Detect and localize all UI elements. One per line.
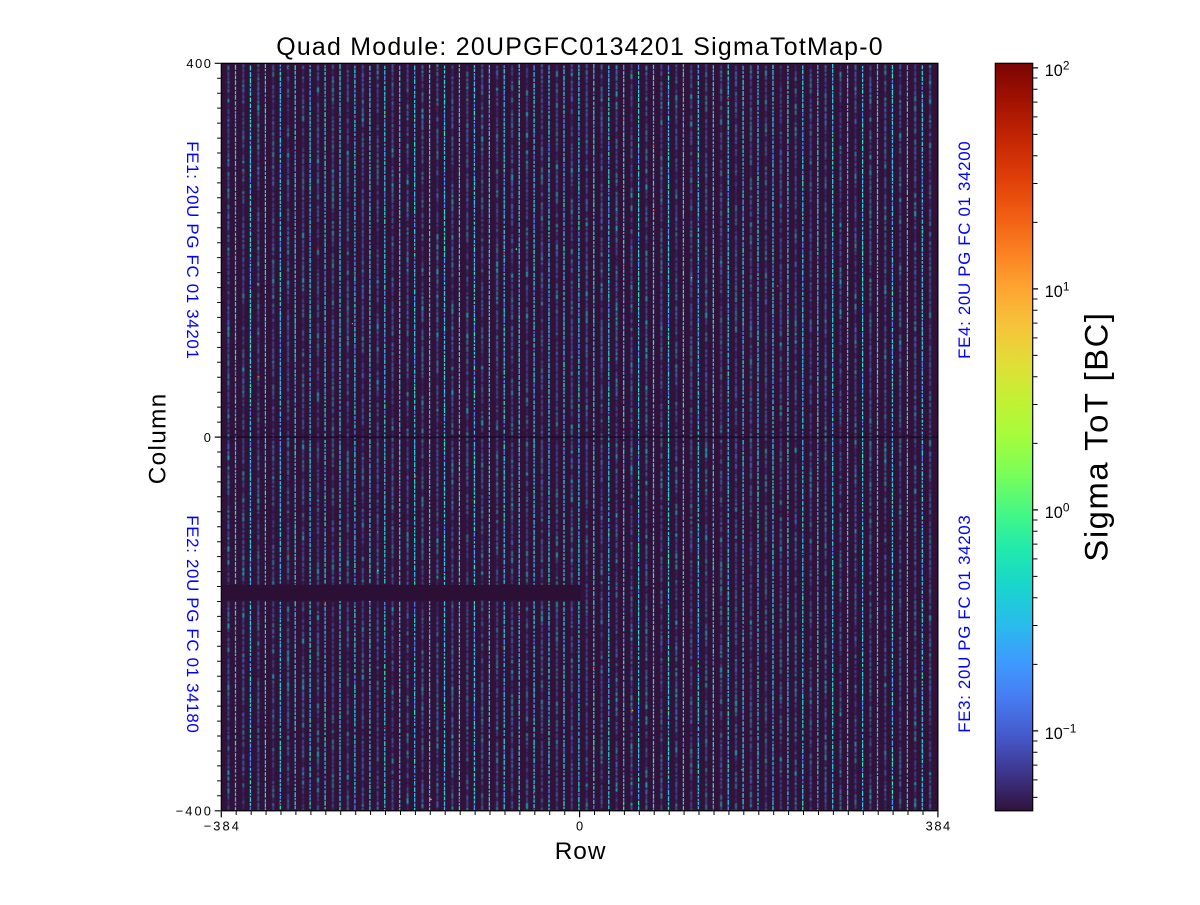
svg-text:Quad Module: 20UPGFC0134201 Si: Quad Module: 20UPGFC0134201 SigmaTotMap-…: [276, 33, 882, 61]
svg-text:400: 400: [186, 56, 211, 71]
svg-text:Column: Column: [144, 394, 171, 485]
svg-text:FE3: 20U PG FC 01 34203: FE3: 20U PG FC 01 34203: [955, 515, 974, 733]
svg-text:384: 384: [926, 818, 951, 833]
svg-text:FE1: 20U PG FC 01 34201: FE1: 20U PG FC 01 34201: [183, 141, 202, 359]
svg-text:FE2: 20U PG FC 01 34180: FE2: 20U PG FC 01 34180: [183, 515, 202, 733]
svg-text:FE4: 20U PG FC 01 34200: FE4: 20U PG FC 01 34200: [955, 141, 974, 359]
svg-text:0: 0: [204, 430, 211, 445]
svg-text:0: 0: [576, 818, 583, 833]
svg-text:Row: Row: [555, 838, 606, 865]
svg-text:Sigma ToT [BC]: Sigma ToT [BC]: [1077, 313, 1114, 562]
